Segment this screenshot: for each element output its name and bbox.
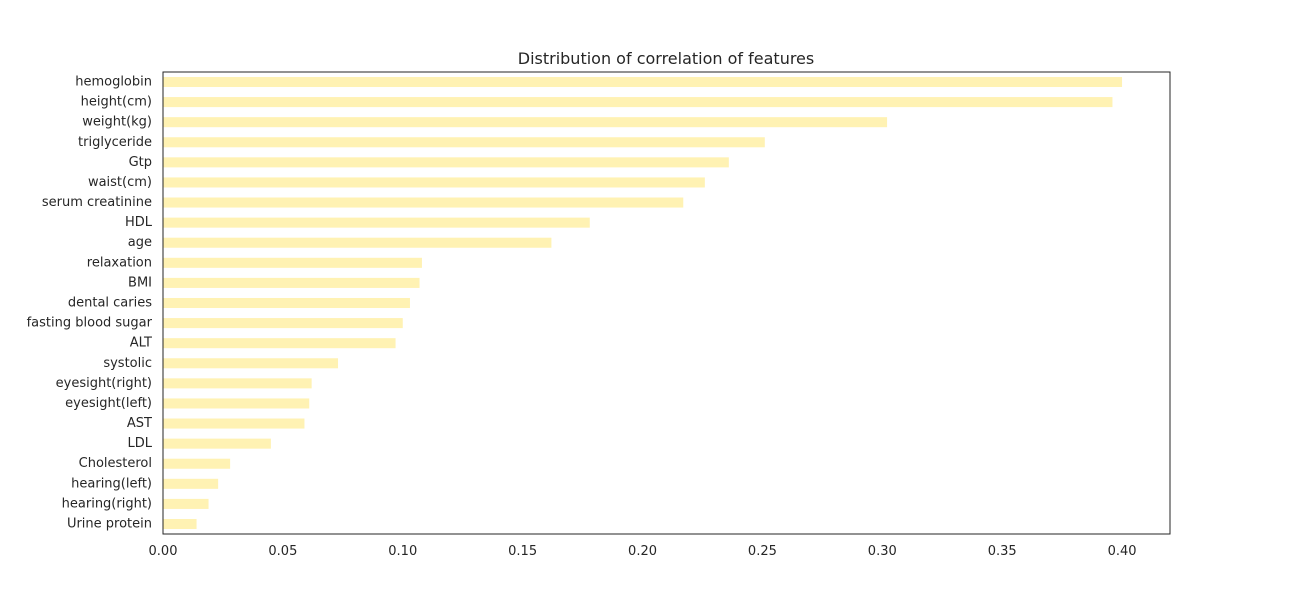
bar-1: [163, 97, 1113, 108]
bar-15: [163, 378, 312, 389]
category-label: AST: [127, 416, 152, 431]
x-tick-label: 0.35: [988, 544, 1017, 559]
x-tick-label: 0.30: [868, 544, 897, 559]
x-tick-label: 0.05: [268, 544, 297, 559]
bar-8: [163, 237, 552, 248]
category-label: ALT: [130, 336, 152, 351]
category-label: hearing(left): [71, 476, 152, 491]
category-label: weight(kg): [82, 115, 152, 130]
bar-11: [163, 297, 410, 309]
category-label: triglyceride: [78, 135, 152, 150]
x-axis: 0.00 0.05 0.10 0.15 0.20 0.25 0.30 0.35 0.40: [149, 544, 1137, 559]
bar-20: [163, 478, 219, 489]
x-tick-label: 0.00: [149, 544, 178, 559]
x-tick-label: 0.40: [1108, 544, 1137, 559]
bar-3: [163, 137, 765, 148]
x-tick-label: 0.10: [388, 544, 417, 559]
bar-19: [163, 458, 231, 469]
category-label: serum creatinine: [42, 195, 152, 210]
bar-9: [163, 257, 422, 268]
category-label: eyesight(left): [65, 396, 152, 411]
bar-7: [163, 217, 590, 228]
bar-5: [163, 177, 705, 188]
category-labels: hemoglobin height(cm) weight(kg) triglyceri…: [27, 75, 153, 532]
category-label: fasting blood sugar: [27, 316, 153, 331]
category-label: age: [128, 235, 152, 250]
category-label: relaxation: [87, 255, 152, 270]
category-label: dental caries: [68, 296, 152, 311]
bar-14: [163, 358, 339, 369]
category-label: Gtp: [129, 155, 152, 170]
plot-frame: [162, 71, 1171, 535]
bar-18: [163, 438, 271, 449]
bar-13: [163, 338, 396, 349]
bars-group: [163, 76, 1123, 530]
category-label: HDL: [125, 215, 153, 230]
bar-4: [163, 157, 729, 168]
bar-12: [163, 318, 403, 329]
category-label: Cholesterol: [79, 456, 152, 471]
category-label: Urine protein: [67, 517, 152, 532]
bar-21: [163, 498, 209, 509]
bar-2: [163, 117, 888, 128]
x-tick-label: 0.15: [508, 544, 537, 559]
category-label: hemoglobin: [75, 75, 152, 90]
bar-22: [163, 518, 197, 530]
x-tick-label: 0.25: [748, 544, 777, 559]
category-label: eyesight(right): [56, 376, 152, 391]
x-tick-label: 0.20: [628, 544, 657, 559]
category-label: waist(cm): [88, 175, 152, 190]
category-label: systolic: [103, 356, 152, 371]
category-label: BMI: [128, 275, 152, 290]
bar-17: [163, 418, 305, 429]
bar-0: [163, 76, 1123, 88]
bar-16: [163, 398, 310, 409]
bar-10: [163, 277, 420, 288]
chart-title: Distribution of correlation of features: [518, 49, 814, 68]
bar-6: [163, 197, 684, 208]
category-label: hearing(right): [62, 496, 152, 511]
category-label: LDL: [128, 436, 153, 451]
category-label: height(cm): [81, 95, 152, 110]
